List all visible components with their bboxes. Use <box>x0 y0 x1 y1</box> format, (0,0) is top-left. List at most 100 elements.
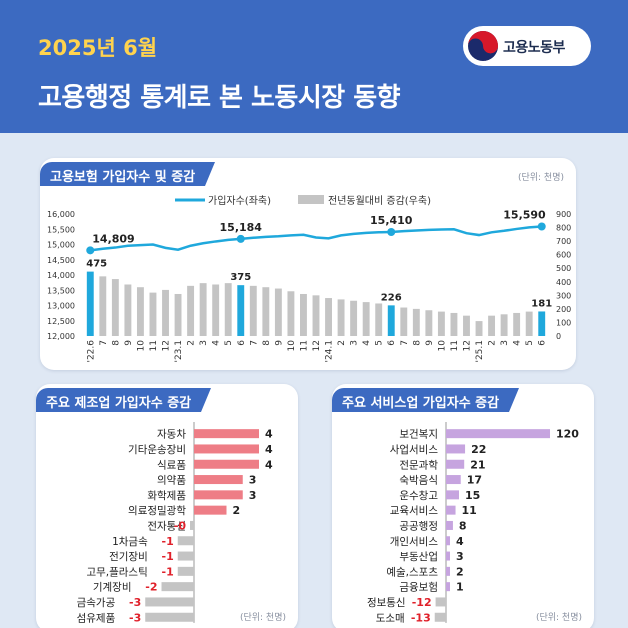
services-title-text: 주요 서비스업 가입자수 증감 <box>342 396 500 411</box>
bar-series <box>86 271 546 336</box>
bar <box>437 311 445 336</box>
right-tick-label: 200 <box>556 305 571 314</box>
category-label: 식료품 <box>157 459 186 471</box>
bar <box>446 566 450 576</box>
line-data-label: 15,184 <box>220 221 263 234</box>
x-tick-label: 4 <box>212 340 222 346</box>
left-tick-label: 13,500 <box>47 286 75 295</box>
main-chart-title: 고용보험 가입자수 및 증감 <box>40 162 216 186</box>
category-label: 정보통신 <box>367 597 406 609</box>
left-tick-label: 14,500 <box>47 256 75 265</box>
value-label: -3 <box>129 596 141 609</box>
value-label: 1 <box>456 581 464 594</box>
bar <box>177 536 194 546</box>
bar <box>446 444 466 454</box>
bar <box>446 505 456 515</box>
value-label: 4 <box>265 443 273 456</box>
x-tick-label: 9 <box>425 340 435 346</box>
x-tick-label: 5 <box>525 340 535 346</box>
value-label: -1 <box>162 550 174 563</box>
x-tick-label: 12 <box>462 340 472 351</box>
x-tick-label: 11 <box>450 340 460 351</box>
left-tick-label: 13,000 <box>47 302 75 311</box>
bar <box>111 279 119 336</box>
legend-bar-swatch <box>298 195 324 204</box>
category-label: 운수창고 <box>399 490 438 502</box>
page-title: 고용행정 통계로 본 노동시장 동향 <box>38 83 401 113</box>
bar <box>475 321 483 336</box>
line-point <box>86 246 95 255</box>
x-tick-label: '23.1 <box>174 340 184 363</box>
bar <box>375 303 383 336</box>
bar <box>177 566 194 576</box>
bar <box>538 311 546 336</box>
value-label: -2 <box>145 581 157 594</box>
bar <box>99 276 107 336</box>
bar <box>446 490 459 500</box>
line-data-label: 14,809 <box>92 232 134 245</box>
left-tick-label: 14,000 <box>47 271 75 280</box>
value-label: 15 <box>465 489 480 502</box>
x-tick-label: 6 <box>387 340 397 346</box>
bar <box>136 287 144 336</box>
bar <box>525 311 533 336</box>
bar <box>194 459 259 469</box>
line-data-label: 15,590 <box>503 209 546 222</box>
value-label: -3 <box>129 611 141 624</box>
category-label: 의료정밀광학 <box>128 505 186 517</box>
services-unit: (단위: 천명) <box>535 613 582 623</box>
bar <box>300 293 307 336</box>
bar <box>124 284 132 336</box>
category-label: 전기장비 <box>109 551 148 563</box>
value-label: 2 <box>456 565 464 578</box>
line-point <box>387 227 396 236</box>
bar <box>337 299 345 336</box>
bar <box>446 582 450 592</box>
x-axis: '22.6 7 8 9 10 11 12'23.1 2 3 4 5 6 7 8 9 10 11 12'24.1 2 3… <box>86 340 547 363</box>
category-label: 의약품 <box>157 475 186 487</box>
x-tick-label: 4 <box>362 340 372 346</box>
bar <box>446 536 450 546</box>
category-label: 전자통신 <box>147 520 186 532</box>
value-label: 4 <box>456 535 464 548</box>
bar <box>194 490 243 500</box>
bar <box>287 291 295 336</box>
bar-data-label: 475 <box>86 259 107 270</box>
left-axis: 16,000 15,500 15,000 14,500 14,000 13,500 13,0… <box>47 210 75 341</box>
manufacturing-card: 주요 제조업 가입자수 증감 (단위: 천명) 자동차 4 기타운송장비 4 식료품 4 의… <box>36 384 298 628</box>
x-tick-label: 10 <box>287 340 297 352</box>
header-banner: 2025년 6월 고용행정 통계로 본 노동시장 동향 고용노동부 <box>0 0 628 133</box>
value-label: 2 <box>233 504 241 517</box>
bar <box>177 551 194 561</box>
bar <box>237 285 245 336</box>
category-label: 예술,스포츠 <box>386 565 438 578</box>
taegeuk-icon <box>468 31 498 61</box>
x-tick-label: 12 <box>312 340 322 351</box>
bar <box>446 475 461 485</box>
x-tick-label: '22.6 <box>86 340 96 363</box>
x-tick-label: 9 <box>274 340 284 346</box>
category-label: 숙박음식 <box>399 475 438 487</box>
main-chart-card: 고용보험 가입자수 및 증감 (단위: 천명) 가입자수(좌축) 전년동월대비 … <box>40 158 576 370</box>
value-label: 4 <box>265 458 273 471</box>
bar <box>513 312 521 336</box>
x-tick-label: 10 <box>437 340 447 352</box>
category-label: 보건복지 <box>399 429 438 441</box>
x-tick-label: 10 <box>136 340 146 352</box>
x-tick-label: 11 <box>149 340 159 351</box>
bar <box>86 271 94 336</box>
value-label: 120 <box>556 428 579 441</box>
value-label: 4 <box>265 428 273 441</box>
right-tick-label: 100 <box>556 318 571 327</box>
x-tick-label: 2 <box>337 340 347 346</box>
category-label: 자동차 <box>157 429 186 441</box>
bar <box>145 612 194 622</box>
category-label: 교육서비스 <box>390 505 439 517</box>
left-tick-label: 15,000 <box>47 241 75 250</box>
value-label: 8 <box>459 519 467 532</box>
x-tick-label: 3 <box>350 340 360 346</box>
x-tick-label: 8 <box>412 340 422 346</box>
value-label: 3 <box>249 474 257 487</box>
services-card: 주요 서비스업 가입자수 증감 (단위: 천명) 보건복지 120 사업서비스 22 전… <box>332 384 594 628</box>
